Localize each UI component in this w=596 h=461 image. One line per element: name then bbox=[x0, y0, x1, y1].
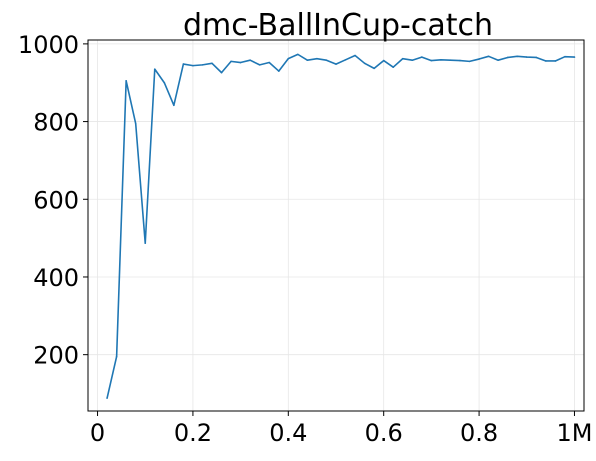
data-point bbox=[449, 59, 452, 62]
series-layer bbox=[106, 53, 576, 399]
data-point bbox=[268, 61, 271, 64]
data-point bbox=[421, 56, 423, 58]
x-tick-label: 0 bbox=[90, 419, 105, 447]
data-point bbox=[134, 122, 137, 125]
data-point bbox=[316, 57, 318, 60]
data-point bbox=[277, 70, 280, 72]
x-tick-label: 1M bbox=[556, 419, 592, 447]
data-point bbox=[440, 59, 442, 61]
data-point bbox=[182, 63, 185, 65]
data-point bbox=[287, 57, 290, 60]
grid bbox=[88, 40, 584, 411]
data-point bbox=[249, 59, 251, 62]
data-point bbox=[516, 55, 519, 58]
data-point bbox=[115, 355, 118, 358]
x-axis: 0 0.2 0.4 0.6 0.8 1M bbox=[90, 411, 592, 447]
data-point bbox=[106, 397, 108, 399]
data-point bbox=[478, 58, 480, 60]
data-point bbox=[211, 62, 213, 65]
data-point bbox=[230, 60, 232, 63]
data-point bbox=[430, 59, 433, 62]
data-point bbox=[459, 59, 461, 62]
data-point bbox=[363, 62, 366, 65]
data-point bbox=[125, 79, 127, 82]
data-point bbox=[382, 59, 385, 62]
data-point bbox=[487, 55, 490, 58]
data-point bbox=[392, 66, 395, 68]
data-point bbox=[258, 64, 261, 66]
plot-frame bbox=[87, 39, 585, 412]
data-point bbox=[220, 71, 223, 74]
x-tick-label: 0.4 bbox=[269, 419, 307, 447]
y-tick-label: 200 bbox=[33, 342, 79, 370]
data-point bbox=[325, 59, 328, 62]
chart-title: dmc-BallInCup-catch bbox=[183, 8, 493, 43]
data-point bbox=[573, 56, 576, 58]
data-point bbox=[239, 61, 242, 64]
data-point bbox=[153, 68, 156, 70]
data-point bbox=[506, 56, 509, 59]
data-point bbox=[525, 56, 528, 58]
data-point bbox=[173, 104, 175, 107]
data-point bbox=[144, 242, 147, 244]
data-point bbox=[411, 59, 414, 62]
data-point bbox=[554, 60, 557, 62]
y-tick-label: 600 bbox=[33, 186, 79, 214]
y-tick-label: 1000 bbox=[18, 31, 79, 59]
data-point bbox=[192, 64, 194, 67]
data-point bbox=[306, 59, 309, 62]
y-axis: 200 400 600 800 1000 bbox=[18, 31, 88, 370]
y-tick-label: 800 bbox=[33, 109, 79, 137]
data-point bbox=[354, 54, 356, 57]
data-point bbox=[401, 57, 404, 60]
data-point bbox=[373, 67, 375, 70]
data-point bbox=[468, 60, 471, 63]
data-point bbox=[564, 55, 566, 58]
x-tick-label: 0.8 bbox=[460, 419, 498, 447]
data-point bbox=[335, 63, 337, 65]
data-point bbox=[344, 59, 347, 61]
data-point bbox=[535, 56, 538, 59]
series-line bbox=[106, 53, 575, 399]
data-point bbox=[163, 81, 166, 84]
x-tick-label: 0.2 bbox=[174, 419, 212, 447]
data-point bbox=[497, 59, 499, 62]
data-point bbox=[545, 60, 547, 62]
data-point bbox=[297, 53, 299, 56]
data-point bbox=[201, 64, 204, 66]
y-tick-label: 400 bbox=[33, 264, 79, 292]
x-tick-label: 0.6 bbox=[365, 419, 403, 447]
